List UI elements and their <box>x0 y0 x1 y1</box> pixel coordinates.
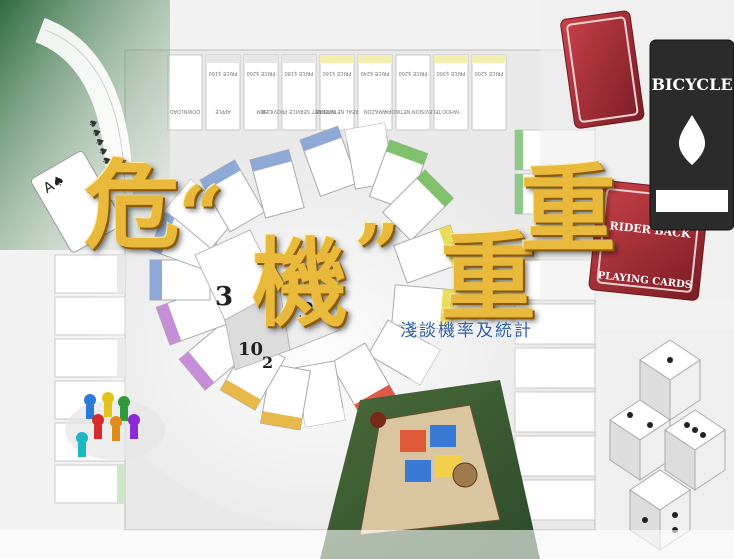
board-price: PRICE $200 <box>475 70 504 76</box>
board-label: AMAZON <box>364 108 387 114</box>
board-label: IBM <box>256 108 265 114</box>
board-price: PRICE $200 <box>247 70 276 76</box>
subtitle: 淺談機率及統計 <box>400 321 533 341</box>
die-label: 10 <box>238 339 263 360</box>
dice-pile <box>600 330 734 559</box>
die-label: 3 <box>298 297 315 326</box>
red-playing-cards: RIDER BACK PLAYING CARDS BICYCLE <box>540 0 734 301</box>
title-char: 機 <box>252 227 348 340</box>
center-dice: 3 3 10 2 <box>194 229 341 372</box>
title-char: 重 <box>520 153 616 266</box>
board-label: INTERNET SERVICE PROVIDER <box>261 108 336 114</box>
title-quote-open: “ <box>178 168 225 262</box>
strategy-game-board <box>320 380 540 559</box>
die-label: 2 <box>262 353 273 372</box>
title-char: 危 <box>84 149 180 262</box>
die-label: 3 <box>215 282 233 312</box>
board-price: PRICE $240 <box>361 70 390 76</box>
board-price: PRICE $200 <box>399 70 428 76</box>
board-label: TELEVISION NETWORK <box>384 108 442 114</box>
board-price: PRICE $180 <box>285 70 314 76</box>
card-fan: A♠ ♠♠♠♠♠♠ <box>0 0 170 253</box>
board-label: DOWNLOAD <box>170 108 200 114</box>
title-char: 重 <box>440 221 536 334</box>
card-spiral <box>149 122 465 431</box>
board-top-row: DOWNLOAD APPLE IBM INTERNET SERVICE PROV… <box>167 54 507 131</box>
game-pawns <box>65 392 165 460</box>
title-quote-close: ” <box>354 206 401 300</box>
board-price: PRICE $160 <box>209 70 238 76</box>
board-label: REAL NETWORKS <box>315 108 358 114</box>
board-price: PRICE $160 <box>323 70 352 76</box>
board-label: APPLE <box>215 108 230 114</box>
board-price: PRICE $300 <box>437 70 466 76</box>
board-label: YAHOO <box>442 108 461 114</box>
card-brand: BICYCLE <box>651 75 732 94</box>
